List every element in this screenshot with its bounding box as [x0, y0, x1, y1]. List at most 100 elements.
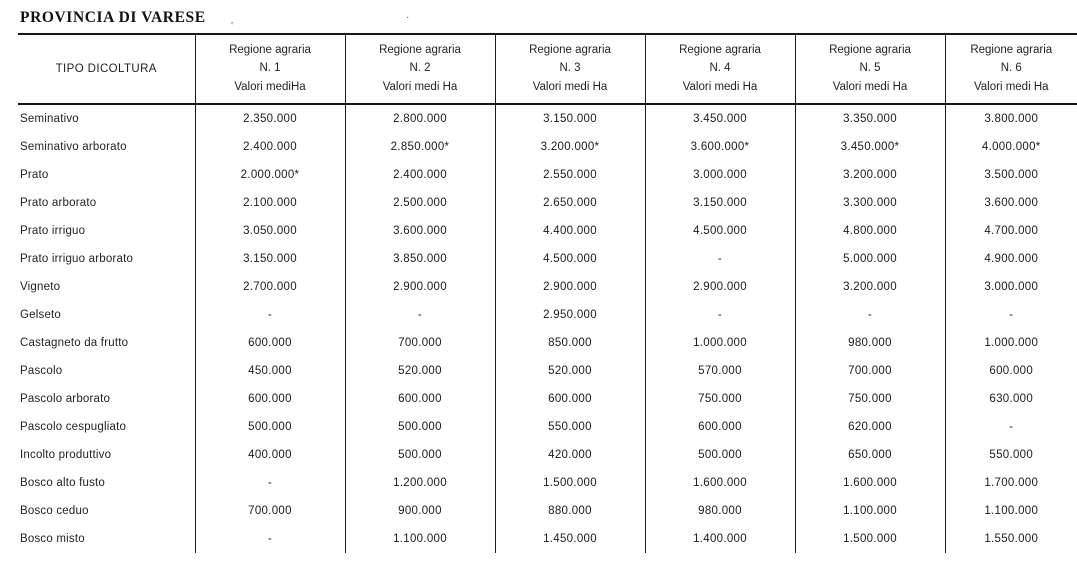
value-cell: 2.850.000* — [344, 133, 495, 161]
value-cell: 450.000 — [194, 357, 345, 385]
value-cell: 3.600.000* — [644, 133, 795, 161]
value-cell: 420.000 — [494, 441, 645, 469]
column-header-line: Valori medi Ha — [532, 80, 608, 93]
value-cell: 400.000 — [194, 441, 345, 469]
value-cell: 880.000 — [494, 497, 645, 525]
value-cell: 1.500.000 — [494, 469, 645, 497]
table-row: Vigneto 2.700.000 2.900.000 2.900.000 2.900.… — [18, 273, 1077, 301]
value-cell: 650.000 — [794, 441, 945, 469]
value-cell: 4.500.000 — [644, 217, 795, 245]
value-cell: 3.300.000 — [794, 189, 945, 217]
column-header-line: Regione agraria — [379, 44, 461, 57]
value-cell: 3.150.000 — [644, 189, 795, 217]
value-cell: 600.000 — [194, 385, 345, 413]
page-title: PROVINCIA DI VARESE — [20, 9, 206, 26]
value-cell: 1.550.000 — [944, 525, 1077, 553]
value-cell: 3.450.000* — [794, 133, 945, 161]
value-cell: 3.000.000 — [644, 161, 795, 189]
table-row: Bosco misto -1.100.000 1.450.000 1.400.000 1… — [18, 525, 1077, 553]
row-label: Pascolo — [20, 365, 63, 377]
column-header-line: Regione agraria — [829, 44, 911, 57]
column-header-line: N. 3 — [559, 62, 581, 75]
column-header-line: N. 1 — [259, 62, 281, 75]
column-header-regione-4: Regione agraria N. 4 Valori medi Ha — [644, 34, 795, 105]
column-header-line: N. 5 — [859, 62, 881, 75]
scan-artifact-mark: ‛ — [231, 21, 234, 32]
table-header: TIPO DICOLTURA Regione agraria N. 1 Valo… — [18, 34, 1077, 105]
value-cell: 500.000 — [344, 441, 495, 469]
table-row: Prato 2.000.000* 2.400.000 2.550.000 3.000.0… — [18, 161, 1077, 189]
value-cell: 1.000.000 — [944, 329, 1077, 357]
value-cell: - — [194, 469, 345, 497]
value-cell: 4.000.000* — [944, 133, 1077, 161]
value-cell: - — [644, 245, 795, 273]
value-cell: 500.000 — [344, 413, 495, 441]
value-cell: 2.950.000 — [494, 301, 645, 329]
value-cell: 700.000 — [194, 497, 345, 525]
row-label: Prato irriguo — [20, 225, 86, 237]
value-cell: 520.000 — [494, 357, 645, 385]
value-cell: - — [944, 413, 1077, 441]
row-label: Pascolo cespugliato — [20, 421, 127, 433]
value-cell: 600.000 — [644, 413, 795, 441]
value-cell: 700.000 — [344, 329, 495, 357]
value-cell: 1.100.000 — [944, 497, 1077, 525]
value-cell: 2.900.000 — [494, 273, 645, 301]
column-header-regione-3: Regione agraria N. 3 Valori medi Ha — [494, 34, 645, 105]
value-cell: 3.200.000 — [794, 161, 945, 189]
value-cell: 4.700.000 — [944, 217, 1077, 245]
value-cell: 4.900.000 — [944, 245, 1077, 273]
value-cell: 1.100.000 — [794, 497, 945, 525]
value-cell: - — [944, 301, 1077, 329]
column-header-line: Valori mediHa — [234, 80, 306, 93]
row-label: Gelseto — [20, 309, 62, 321]
value-cell: 620.000 — [794, 413, 945, 441]
row-label: Prato — [20, 169, 49, 181]
value-cell: 500.000 — [194, 413, 345, 441]
value-cell: 2.900.000 — [344, 273, 495, 301]
table-row: Prato irriguo arborato 3.150.000 3.850.000… — [18, 245, 1077, 273]
row-label: Prato irriguo arborato — [20, 253, 134, 265]
value-cell: 3.500.000 — [944, 161, 1077, 189]
row-label: Vigneto — [20, 281, 61, 293]
table-row: Prato irriguo 3.050.000 3.600.000 4.400.000… — [18, 217, 1077, 245]
value-cell: 630.000 — [944, 385, 1077, 413]
value-cell: - — [194, 525, 345, 553]
value-cell: 2.550.000 — [494, 161, 645, 189]
row-label: Seminativo arborato — [20, 141, 127, 153]
row-label: Bosco misto — [20, 533, 85, 545]
value-cell: 3.150.000 — [494, 104, 645, 133]
value-cell: - — [194, 301, 345, 329]
value-cell: 3.350.000 — [794, 104, 945, 133]
value-cell: 500.000 — [644, 441, 795, 469]
column-header-regione-6: Regione agraria N. 6 Valori medi Ha — [944, 34, 1077, 105]
column-header-line: N. 4 — [709, 62, 731, 75]
value-cell: 2.400.000 — [344, 161, 495, 189]
value-cell: 700.000 — [794, 357, 945, 385]
valori-medi-table: TIPO DICOLTURA Regione agraria N. 1 Valo… — [18, 33, 1077, 553]
table-body: Seminativo 2.350.000 2.800.000 3.150.000 3.4… — [18, 104, 1077, 553]
value-cell: 2.800.000 — [344, 104, 495, 133]
value-cell: 3.200.000 — [794, 273, 945, 301]
column-header-regione-2: Regione agraria N. 2 Valori medi Ha — [344, 34, 495, 105]
table-row: Bosco ceduo 700.000 900.000 880.000 980.000 1… — [18, 497, 1077, 525]
scan-artifact-mark: · — [406, 12, 410, 23]
row-label: Bosco alto fusto — [20, 477, 106, 489]
value-cell: 520.000 — [344, 357, 495, 385]
table-row: Prato arborato 2.100.000 2.500.000 2.650.00… — [18, 189, 1077, 217]
value-cell: 600.000 — [494, 385, 645, 413]
value-cell: - — [344, 301, 495, 329]
column-header-line: Valori medi Ha — [682, 80, 758, 93]
value-cell: 2.900.000 — [644, 273, 795, 301]
column-header-line: Valori medi Ha — [382, 80, 458, 93]
value-cell: 3.450.000 — [644, 104, 795, 133]
value-cell: 3.200.000* — [494, 133, 645, 161]
value-cell: 1.700.000 — [944, 469, 1077, 497]
value-cell: 3.800.000 — [944, 104, 1077, 133]
column-header-line: Regione agraria — [679, 44, 761, 57]
column-header-line: Regione agraria — [970, 44, 1053, 57]
value-cell: 1.600.000 — [794, 469, 945, 497]
value-cell: 1.100.000 — [344, 525, 495, 553]
value-cell: 2.500.000 — [344, 189, 495, 217]
table-row: Seminativo arborato 2.400.000 2.850.000* 3.… — [18, 133, 1077, 161]
